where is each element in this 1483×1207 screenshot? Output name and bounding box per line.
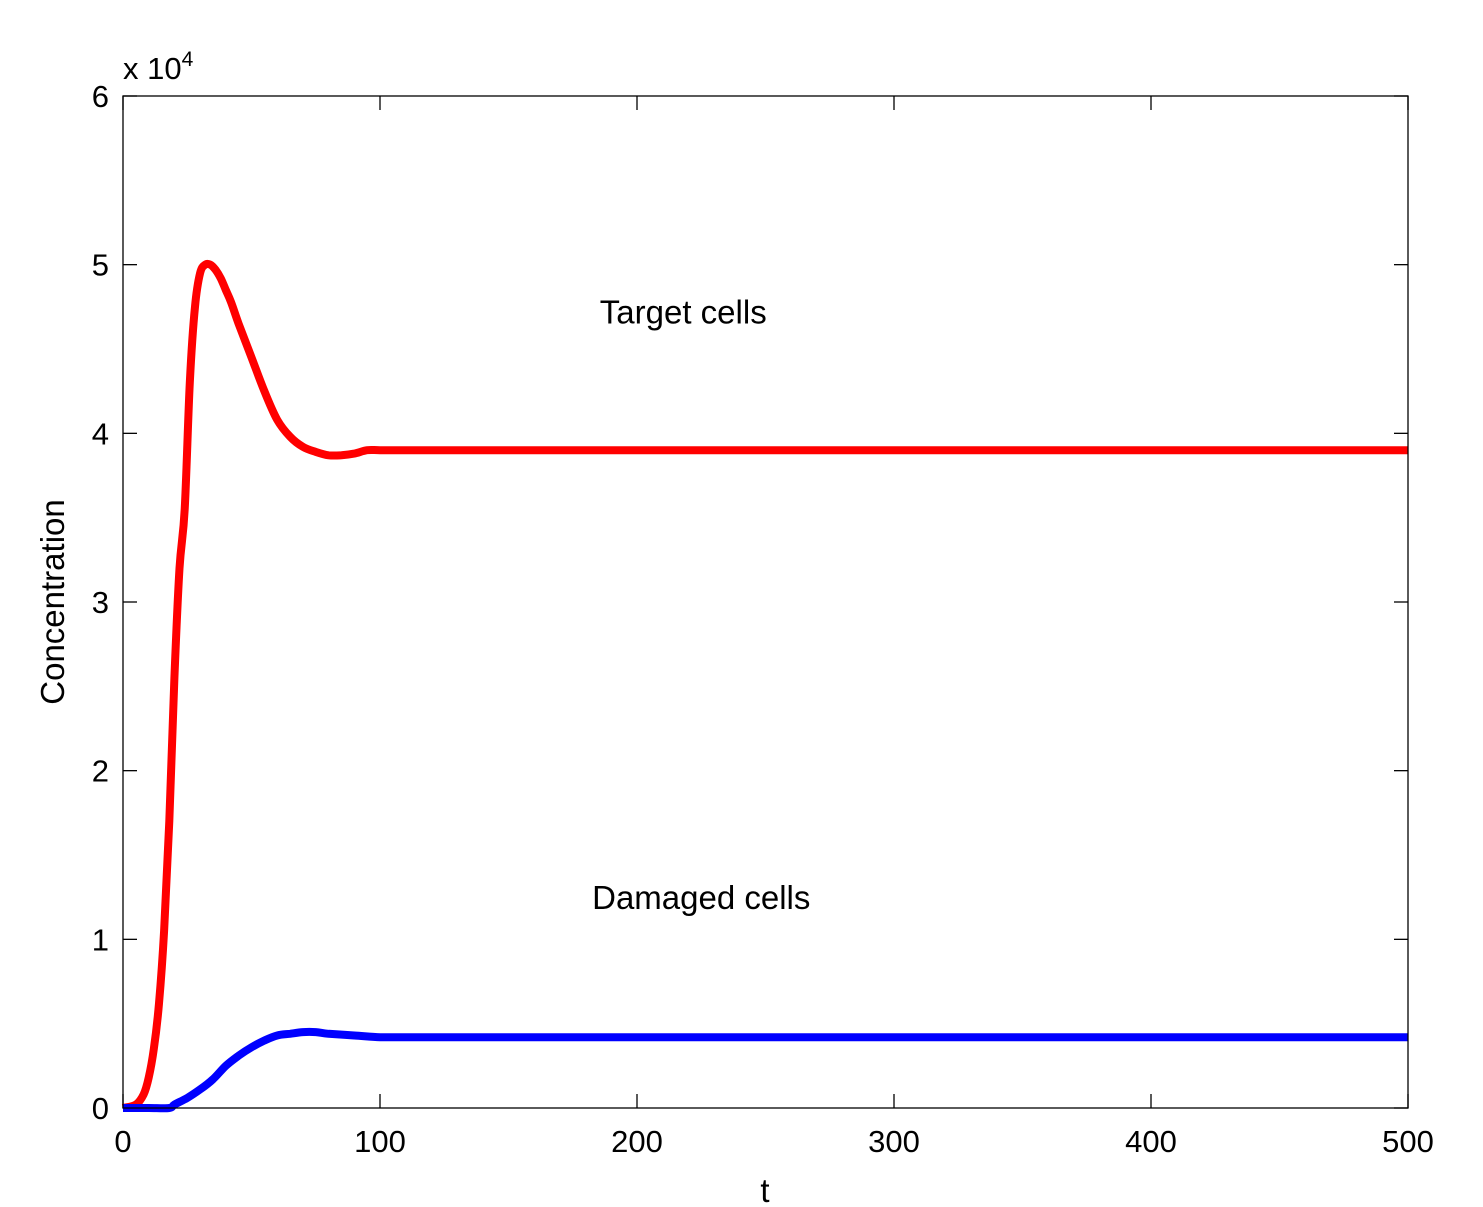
- annotation-label-2: Damaged cells: [592, 879, 810, 916]
- tick-labels: 0 100 200 300 400 500 0 1 2 3 4 5 6: [92, 79, 1434, 1159]
- y-axis-label: Concentration: [34, 499, 71, 704]
- series-line-2: [123, 1027, 1408, 1113]
- series-layer: [121, 259, 1408, 1113]
- x-tick-label: 0: [114, 1124, 131, 1159]
- tick-marks: [122, 95, 1409, 1109]
- y-tick-label: 6: [92, 79, 109, 114]
- y-axis-multiplier: x 104: [123, 48, 194, 86]
- y-tick-label: 4: [92, 416, 109, 451]
- y-multiplier-base: x 10: [123, 51, 182, 86]
- y-tick-label: 1: [92, 922, 109, 957]
- x-tick-label: 300: [868, 1124, 920, 1159]
- annotations: Target cells Damaged cells: [592, 294, 810, 916]
- x-tick-label: 500: [1382, 1124, 1434, 1159]
- y-tick-label: 0: [92, 1091, 109, 1126]
- x-tick-label: 100: [354, 1124, 406, 1159]
- y-tick-label: 3: [92, 585, 109, 620]
- y-multiplier-exponent: 4: [182, 48, 194, 71]
- plot-area-frame: [122, 95, 1409, 1109]
- series-line-1: [121, 259, 1408, 1112]
- annotation-label-1: Target cells: [600, 294, 767, 331]
- x-tick-label: 400: [1125, 1124, 1177, 1159]
- x-tick-label: 200: [611, 1124, 663, 1159]
- y-tick-label: 5: [92, 248, 109, 283]
- x-axis-label: t: [760, 1172, 769, 1207]
- y-tick-label: 2: [92, 754, 109, 789]
